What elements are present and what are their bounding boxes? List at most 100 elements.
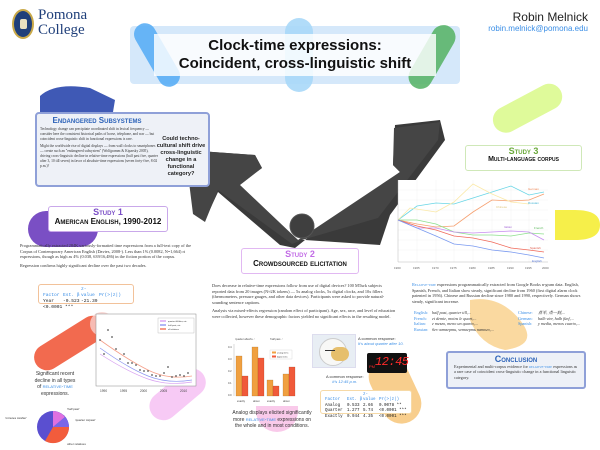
conclusion-heading: Conclusion [494,354,538,364]
svg-text:about: about [283,399,290,403]
logo-line-2: College [38,22,85,38]
svg-text:1995: 1995 [525,266,532,270]
study2-para-1: Does decrease in relative-time expressio… [212,283,385,305]
svg-text:1985: 1985 [488,266,495,270]
study2-title-box: Study 2 Crowdsourced elicitation [241,248,359,274]
analog-clock-image [312,334,356,368]
table-row: Year -0.523-21.39<0.0001 *** [43,299,98,310]
response-2: A common response: It's 12:45 p.m. [326,374,364,384]
study2-regression-table: Factor Est. βz-value Pr(>|z|) Analog 0.533 2… [320,390,412,419]
svg-text:'quarter after/to...': 'quarter after/to...' [235,337,256,341]
study2-text: Does decrease in relative-time expressio… [212,283,397,320]
svg-text:other relatives: other relatives [67,442,86,446]
author-block: Robin Melnick robin.melnick@pomona.edu [488,10,588,33]
study3-subtitle: Multi-language corpus [488,156,559,163]
endangered-para-1: Technology change can precipitate coordi… [40,127,155,141]
study1-pie-chart: 'half past' 'quarter to/past' 'minutes to/… [5,407,96,446]
example-chinese: Chinese: 点半, 点一刻,... [518,310,566,315]
svg-text:1990: 1990 [100,389,107,393]
svg-text:'quarter to/past': 'quarter to/past' [75,418,96,422]
author-email[interactable]: robin.melnick@pomona.edu [488,24,588,33]
table-row: Analog 0.533 2.66 0.0078 ** [325,403,402,408]
conclusion-text: Experimental and multi-corpus evidence f… [454,364,578,380]
example-english: English: half past, quarter till,... [414,310,472,315]
table-header: Factor Est. βz-value Pr(>|z|) [43,287,122,298]
study2-label: Study 2 [285,249,315,259]
study1-subtitle: American English, 1990-2012 [54,217,162,226]
research-question: Could techno-cultural shift drive cross-… [156,136,206,177]
example-german: German: halb vier, halb fünf,... [518,315,574,321]
svg-text:0.2: 0.2 [228,369,232,373]
svg-text:1960: 1960 [394,266,401,270]
endangered-heading: Endangered Subsystems [52,116,142,125]
title-box: Clock-time expressions: Coincident, cros… [154,34,436,76]
svg-text:1990: 1990 [507,266,514,270]
arrow-shape [185,120,445,248]
study3-label: Study 3 [508,146,539,156]
svg-text:exactly: exactly [237,399,246,403]
endangered-para-2: Might the worldwide rise of digital disp… [40,144,158,168]
study1-para-2: Regression confirms highly significant d… [20,262,147,268]
svg-text:about: about [253,399,260,403]
example-italian: Italian: e mezzo, meno un quarto,... [414,321,478,327]
logo-line-1: Pomona [38,7,88,23]
svg-text:Chinese: Chinese [496,205,507,209]
svg-text:1970: 1970 [432,266,439,270]
svg-text:2005: 2005 [160,389,167,393]
svg-text:2010: 2010 [180,389,187,393]
svg-text:0.4: 0.4 [228,345,232,349]
table-row: Quarter 1.277 5.74 <0.0001 *** [325,409,407,414]
study3-line-chart: German Russian Chinese French Italian Sp… [394,180,549,270]
response-1: A common response: It's about quarter af… [358,336,404,346]
study2-bar-chart: 'quarter after/to...' 'half past...' 0.4 0… [222,336,302,406]
logo-text: Pomona College [38,8,87,38]
svg-text:1995: 1995 [120,389,127,393]
study1-title-box: Study 1 American English, 1990-2012 [48,206,168,232]
svg-text:1980: 1980 [469,266,476,270]
title-line-2: Coincident, cross-linguistic shift [178,55,412,72]
svg-text:1965: 1965 [413,266,420,270]
svg-text:'minutes to/after': 'minutes to/after' [5,416,27,420]
svg-text:exactly: exactly [267,399,276,403]
svg-text:analog items: analog items [277,352,288,355]
study1-regression-table: Factor Est. βz-value Pr(>|z|) Year -0.523-2… [38,284,134,310]
endangered-subsystems-panel: Endangered Subsystems Technology change … [35,112,210,187]
example-french: French: et demie, moins le quart,... [414,315,477,321]
svg-text:'half past': 'half past' [67,407,80,411]
svg-text:digital items: digital items [277,356,288,359]
conclusion-panel: Conclusion Experimental and multi-corpus… [446,351,586,389]
study1-para-1: Programmatically extracted 284K variousl… [20,243,191,260]
title-line-1: Clock-time expressions: [208,37,382,54]
college-seal-icon [12,9,34,39]
study3-text: Relative-time expressions programmatical… [412,282,581,304]
table-row: Exactly 0.944 4.35 <0.0001 *** [325,414,407,419]
svg-text:2000: 2000 [542,266,549,270]
svg-text:all relatives: all relatives [168,328,180,331]
title-panel: Clock-time expressions: Coincident, cros… [129,18,460,94]
study2-caption: Analog displays elicited significantly m… [232,410,312,429]
example-russian: Russian: без четверти, четверть пятого,..… [414,326,494,332]
study2-para-2: Analysis via mixed-effects regression (r… [212,308,396,319]
svg-text:'half past...': 'half past...' [270,337,283,341]
svg-text:0.0: 0.0 [228,393,232,397]
study3-title-box: Study 3 Multi-language corpus [465,145,582,171]
svg-text:0.1: 0.1 [228,381,232,385]
svg-text:French: French [534,226,544,230]
study1-text: Programmatically extracted 284K variousl… [20,243,192,268]
svg-text:Spanish: Spanish [530,246,541,250]
svg-text:0.3: 0.3 [228,357,232,361]
study2-subtitle: Crowdsourced elicitation [253,259,347,268]
svg-text:2000: 2000 [140,389,147,393]
study1-label: Study 1 [93,207,123,217]
digital-clock-image: 12:45 PM [367,353,409,373]
svg-text:English: English [532,259,542,263]
svg-text:German: German [528,187,539,191]
study1-caption: Significant recent decline in all types … [34,371,76,397]
svg-text:Russian: Russian [528,201,539,205]
svg-text:quarter till/after, etc.: quarter till/after, etc. [168,320,188,323]
svg-text:Italian: Italian [504,225,512,229]
study1-line-chart: 1990 1995 2000 2005 2010 quarter till/after,… [95,313,197,393]
svg-text:1975: 1975 [450,266,457,270]
pomona-logo: Pomona College [12,8,102,44]
endangered-text: Technology change can precipitate coordi… [40,127,158,169]
